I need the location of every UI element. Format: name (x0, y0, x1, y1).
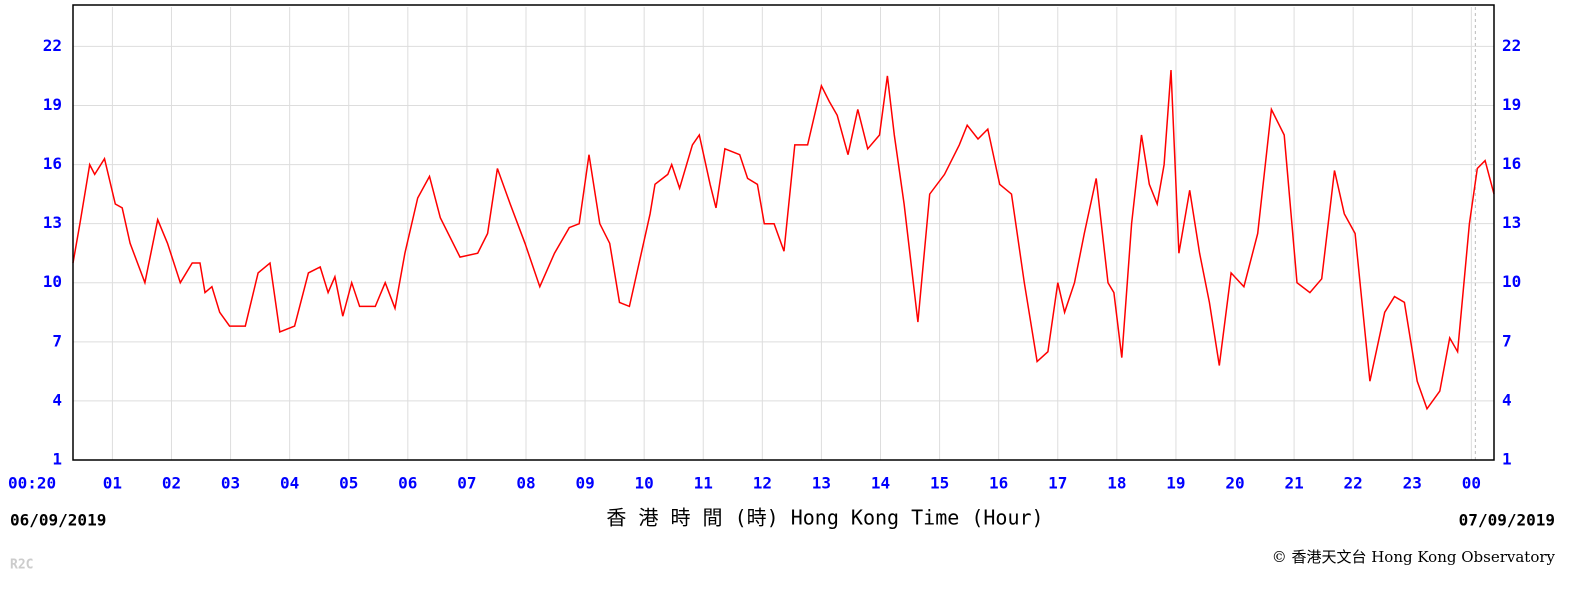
x-tick-label: 04 (280, 474, 299, 493)
y-tick-label: 1 (52, 450, 62, 469)
x-tick-label: 22 (1344, 474, 1363, 493)
y-tick-label-right: 19 (1502, 95, 1521, 114)
y-tick-label: 10 (43, 272, 62, 291)
x-axis-title: 香 港 時 間 (時) Hong Kong Time (Hour) (606, 506, 1043, 530)
x-tick-label: 05 (339, 474, 358, 493)
y-tick-label-right: 7 (1502, 331, 1512, 350)
y-tick-label: 16 (43, 154, 62, 173)
y-tick-label: 13 (43, 213, 62, 232)
x-tick-label: 17 (1048, 474, 1067, 493)
x-tick-label: 07 (457, 474, 476, 493)
x-tick-label: 13 (812, 474, 831, 493)
x-tick-label: 00 (1462, 474, 1481, 493)
x-tick-label: 16 (989, 474, 1008, 493)
x-tick-label: 19 (1166, 474, 1185, 493)
x-tick-label: 23 (1403, 474, 1422, 493)
plot-frame (72, 4, 1495, 461)
end-date: 07/09/2019 (1459, 511, 1555, 530)
x-tick-label: 15 (930, 474, 949, 493)
x-tick-label: 00:20 (8, 474, 56, 493)
y-tick-label: 4 (52, 390, 62, 409)
y-tick-label: 19 (43, 95, 62, 114)
x-tick-label: 20 (1225, 474, 1244, 493)
x-tick-label: 12 (753, 474, 772, 493)
y-tick-label-right: 10 (1502, 272, 1521, 291)
x-tick-label: 18 (1107, 474, 1126, 493)
y-tick-label: 7 (52, 331, 62, 350)
x-tick-label: 02 (162, 474, 181, 493)
start-date: 06/09/2019 (10, 511, 106, 530)
x-tick-label: 09 (575, 474, 594, 493)
x-tick-label: 10 (635, 474, 654, 493)
y-tick-label-right: 16 (1502, 154, 1521, 173)
y-tick-label-right: 13 (1502, 213, 1521, 232)
credit: © 香港天文台 Hong Kong Observatory (1272, 548, 1556, 566)
y-tick-label-right: 22 (1502, 36, 1521, 55)
y-tick-label: 22 (43, 36, 62, 55)
data-line (72, 69, 1495, 411)
code: R2C (10, 558, 33, 573)
x-tick-label: 11 (694, 474, 713, 493)
x-tick-label: 14 (871, 474, 890, 493)
y-tick-label-right: 4 (1502, 390, 1512, 409)
x-tick-label: 08 (516, 474, 535, 493)
x-tick-label: 21 (1284, 474, 1303, 493)
x-tick-label: 03 (221, 474, 240, 493)
y-tick-label-right: 1 (1502, 450, 1512, 469)
x-tick-label: 06 (398, 474, 417, 493)
x-tick-label: 01 (103, 474, 122, 493)
